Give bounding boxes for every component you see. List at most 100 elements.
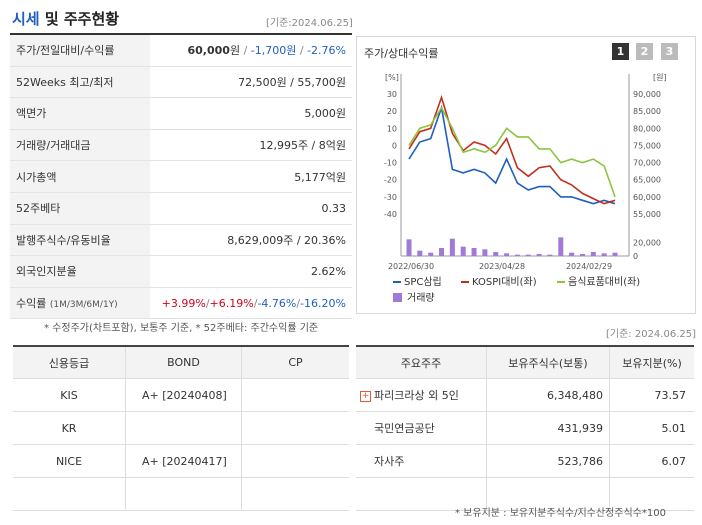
holder-name: + 파리크라상 외 5인 <box>356 378 487 412</box>
section-title: 시세 및 주주현황 <box>12 10 120 28</box>
volume-tick-label: 20,000 <box>633 239 661 248</box>
expand-icon[interactable]: + <box>360 390 371 402</box>
row-value: 5,177억원 <box>150 160 352 193</box>
right-tick-label: 65,000 <box>633 176 661 185</box>
volume-bar <box>417 250 423 256</box>
bond-cell: A+ [20240417] <box>125 444 242 478</box>
row-label: 거래량/거래대금 <box>10 129 150 162</box>
col-header: 신용등급 <box>13 345 126 379</box>
volume-bar <box>569 252 575 256</box>
row-value: 72,500원 / 55,700원 <box>150 66 352 99</box>
col-header: 보유주식수(보통) <box>486 345 610 379</box>
table-row: 국민연금공단 431,939 5.01 <box>356 411 694 445</box>
left-tick-label: 10 <box>387 124 397 133</box>
bond-cell <box>125 477 242 511</box>
holder-shares: 523,786 <box>486 444 610 478</box>
right-tick-label: 85,000 <box>633 107 661 116</box>
holder-pct: 5.01 <box>609 411 694 445</box>
legend-food: 음식료품대비(좌) <box>568 276 640 288</box>
row-label: 52주베타 <box>10 192 150 225</box>
table-row: NICE A+ [20240417] <box>13 444 349 478</box>
table-row: 액면가 5,000원 <box>10 97 352 130</box>
left-tick-label: 20 <box>387 107 397 116</box>
volume-bar <box>612 252 618 256</box>
legend-volume-swatch <box>393 293 402 302</box>
right-tick-label: 55,000 <box>633 210 661 219</box>
volume-bar <box>493 252 499 256</box>
right-tick-label: 80,000 <box>633 124 661 133</box>
right-tick-label: 60,000 <box>633 193 661 202</box>
left-tick-label: -30 <box>384 193 397 202</box>
table-row: KIS A+ [20240408] <box>13 378 349 412</box>
left-tick-label: 30 <box>387 90 397 99</box>
table-header: 주요주주 보유주식수(보통) 보유지분(%) <box>356 345 694 379</box>
volume-bar <box>471 248 477 256</box>
row-label: 주가/전일대비/수익률 <box>10 35 150 67</box>
volume-bar <box>536 254 542 256</box>
volume-bar <box>460 246 466 256</box>
row-value: 0.33 <box>150 192 352 225</box>
chart-page-3[interactable]: 3 <box>661 43 678 60</box>
footnote-2: * 보유지분 : 보유지분주식수/지수산정주식수*100 <box>455 508 666 519</box>
row-value: 5,000원 <box>150 97 352 130</box>
holder-name: 자사주 <box>356 444 487 478</box>
chart-panel <box>356 36 696 314</box>
row-value: 8,629,009주 / 20.36% <box>150 224 352 257</box>
row-label: 외국인지분율 <box>10 255 150 288</box>
table-row: 발행주식수/유동비율 8,629,009주 / 20.36% <box>10 224 352 257</box>
row-value: 2.62% <box>150 255 352 288</box>
left-tick-label: -20 <box>384 176 397 185</box>
table-row <box>356 477 694 511</box>
price-chart: [%] [원] 30 20 10 0 -10 -20 -30 -40 90,000 85,000 80,… <box>384 73 667 304</box>
chart-page-1[interactable]: 1 <box>612 43 629 60</box>
x-tick-label: 2023/04/28 <box>479 262 525 271</box>
table-row: 수익률 (1M/3M/6M/1Y) +3.99%/+6.19%/-4.76%/-… <box>10 287 352 320</box>
row-label: 52Weeks 최고/최저 <box>10 66 150 99</box>
table-row: 자사주 523,786 6.07 <box>356 444 694 478</box>
left-tick-label: -10 <box>384 159 397 168</box>
volume-bar <box>579 254 585 256</box>
series-line-1 <box>408 104 616 205</box>
volume-bar <box>590 252 596 256</box>
return-values: +3.99%/+6.19%/-4.76%/-16.20% <box>150 287 352 320</box>
table-row: 52주베타 0.33 <box>10 192 352 225</box>
holder-pct <box>609 477 694 511</box>
volume-bar <box>547 254 553 256</box>
x-tick-label: 2024/02/29 <box>566 262 612 271</box>
cp-cell <box>241 411 349 445</box>
bond-cell <box>125 411 242 445</box>
volume-bar <box>482 249 488 256</box>
legend-kospi: KOSPI대비(좌) <box>472 276 537 288</box>
cp-cell <box>241 477 349 511</box>
table-row: 주가/전일대비/수익률 60,000원 / -1,700원 / -2.76% <box>10 35 352 67</box>
volume-bar <box>449 238 455 256</box>
right-tick-label: 75,000 <box>633 141 661 150</box>
agency-cell: NICE <box>13 444 126 478</box>
series-line-2 <box>408 94 616 205</box>
legend-volume: 거래량 <box>407 292 435 304</box>
volume-bar <box>601 253 607 256</box>
table-row <box>13 477 349 511</box>
volume-bar <box>439 248 445 256</box>
cp-cell <box>241 444 349 478</box>
row-label: 발행주식수/유동비율 <box>10 224 150 257</box>
agency-cell: KIS <box>13 378 126 412</box>
row-label: 액면가 <box>10 97 150 130</box>
right-tick-label: 70,000 <box>633 159 661 168</box>
holder-name <box>356 477 487 511</box>
holder-shares <box>486 477 610 511</box>
base-date-2: [기준: 2024.06.25] <box>606 329 697 340</box>
row-label: 수익률 (1M/3M/6M/1Y) <box>10 287 150 320</box>
chart-page-2[interactable]: 2 <box>636 43 653 60</box>
row-value: 12,995주 / 8억원 <box>150 129 352 162</box>
left-tick-label: 0 <box>392 141 397 150</box>
table-row: 외국인지분율 2.62% <box>10 255 352 288</box>
header-divider <box>10 33 352 35</box>
volume-bar <box>406 239 412 256</box>
left-tick-label: -40 <box>384 210 397 219</box>
legend-spc: SPC삼립 <box>404 275 442 288</box>
volume-bar <box>428 252 434 256</box>
series-line-3 <box>408 106 616 198</box>
table-header: 신용등급 BOND CP <box>13 345 349 379</box>
footnote: * 수정주가(차트포함), 보통주 기준, * 52주베타: 주간수익률 기준 <box>44 323 319 334</box>
